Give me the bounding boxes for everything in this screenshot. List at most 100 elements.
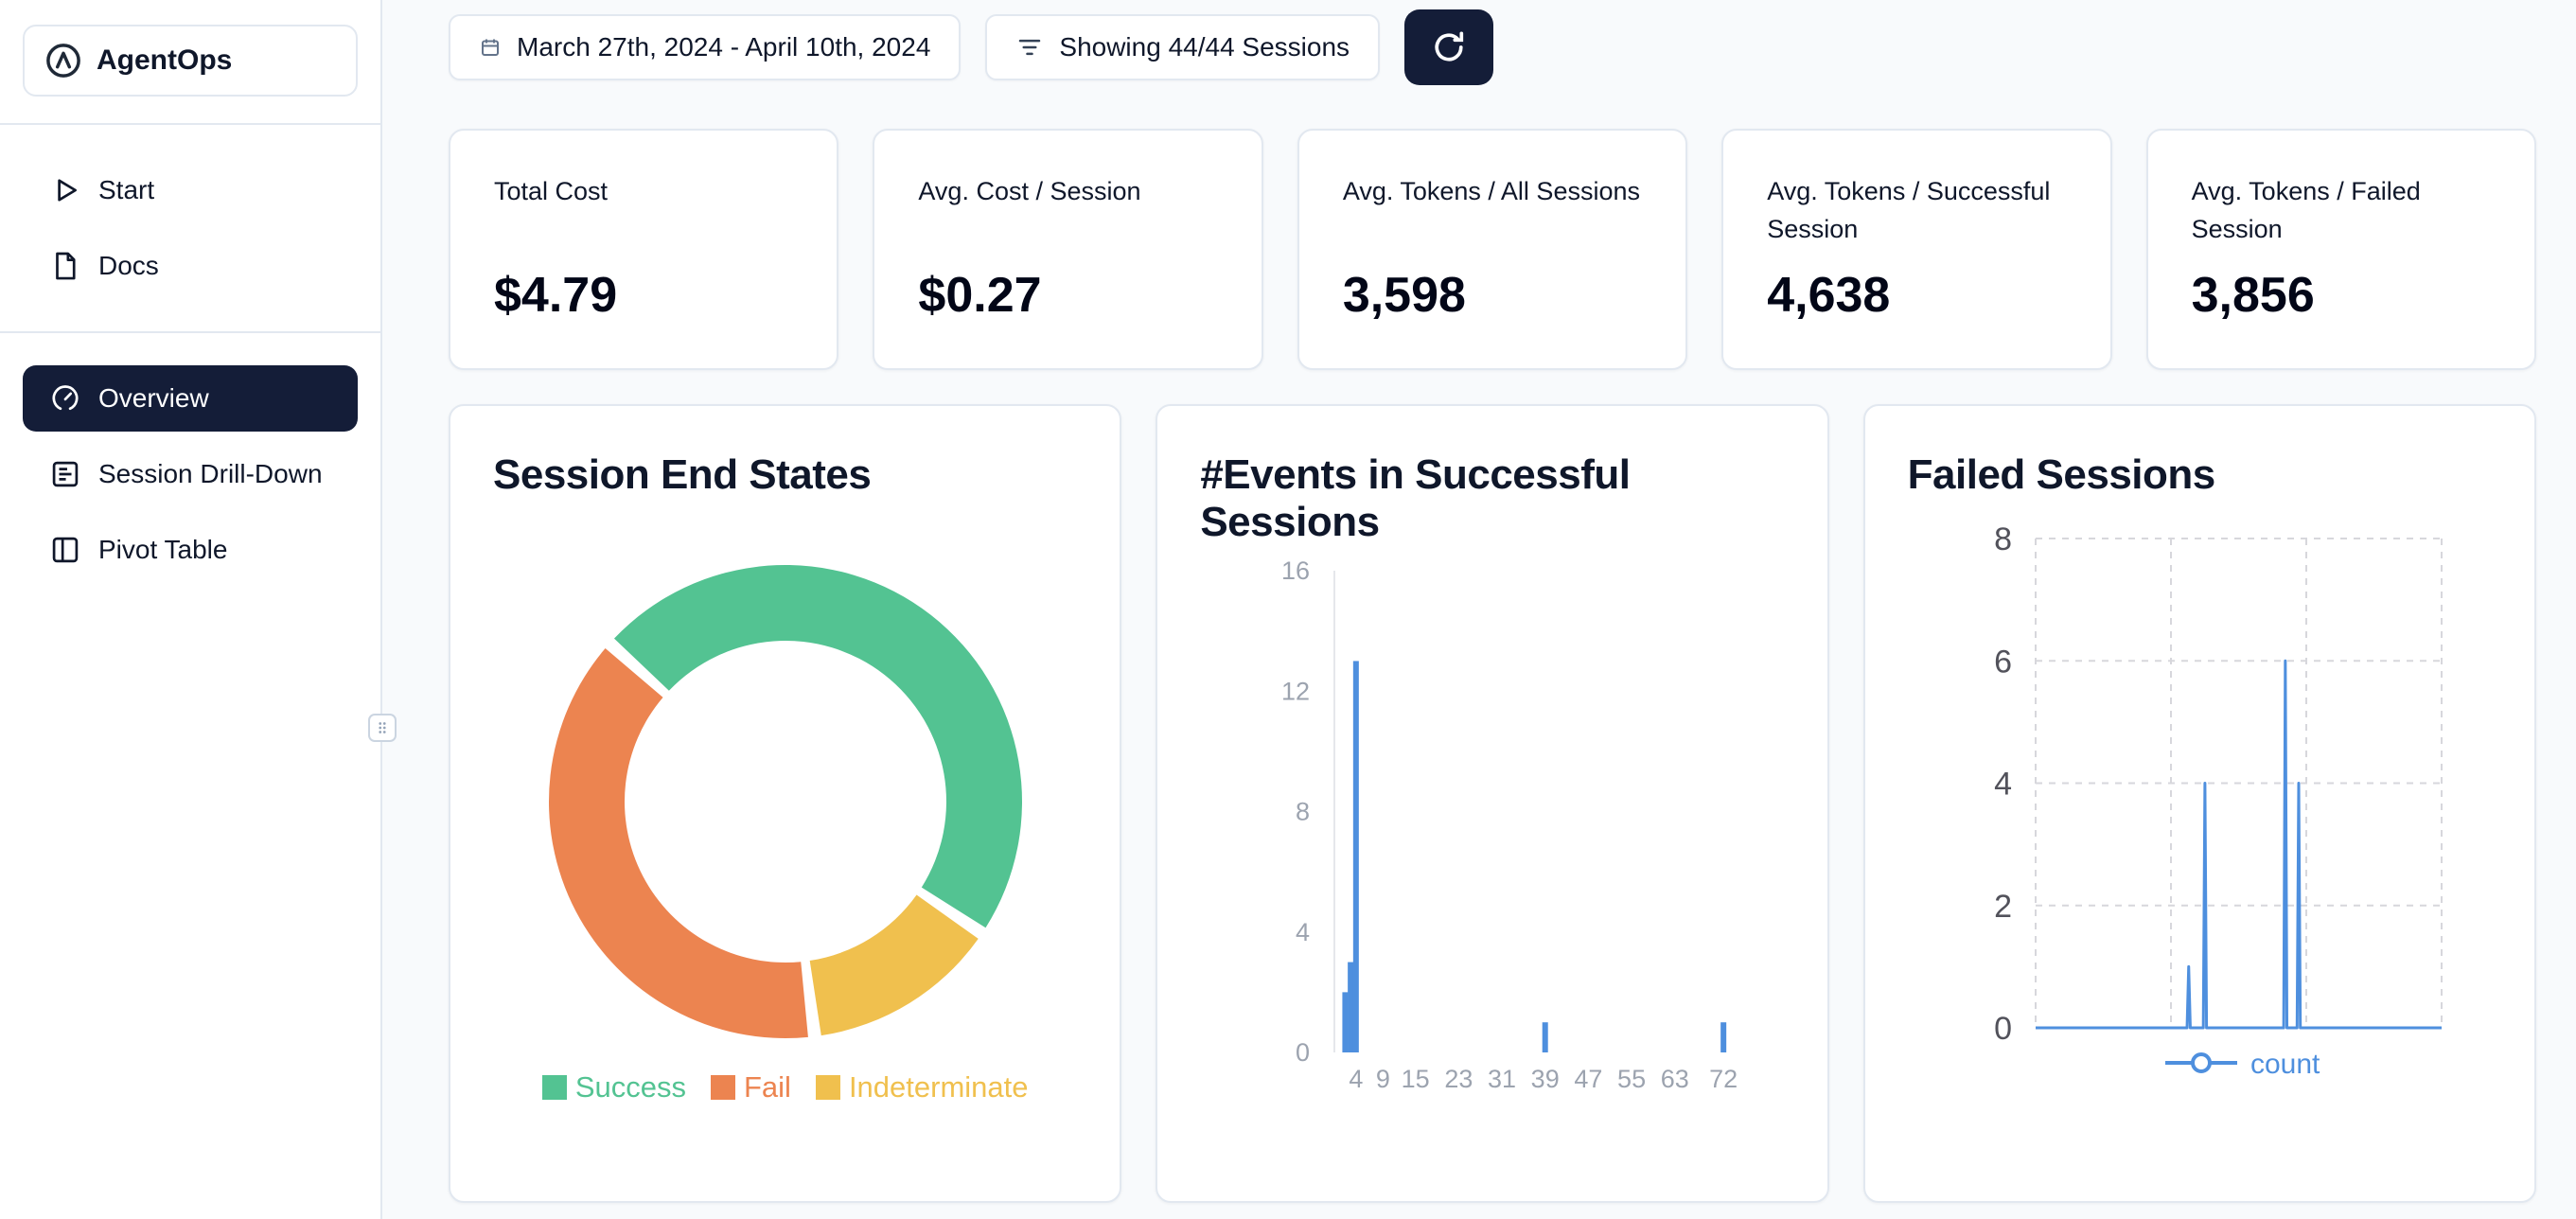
- x-tick-label: 23: [1445, 1065, 1473, 1093]
- legend-label: Success: [574, 1070, 686, 1104]
- calendar-icon: [479, 36, 502, 59]
- x-tick-label: 4: [1350, 1065, 1364, 1093]
- chart-title-events-histogram: #Events in Successful Sessions: [1200, 451, 1631, 546]
- stat-value: $4.79: [494, 268, 618, 323]
- chart-card-failed-sessions: Failed Sessions 0 2 4 6 8 count: [1862, 404, 2536, 1203]
- session-end-states-donut[interactable]: [539, 556, 1032, 1048]
- stat-card-total-cost: Total Cost $4.79: [449, 129, 839, 370]
- donut-slice-indeterminate[interactable]: [809, 894, 979, 1036]
- filter-icon: [1015, 33, 1044, 62]
- refresh-button[interactable]: [1404, 9, 1494, 85]
- sidebar-menu-main: Overview Session Drill-Down Pivot Table: [0, 360, 380, 589]
- play-icon: [49, 174, 81, 206]
- session-drilldown-icon: [49, 458, 81, 490]
- sessions-filter-button[interactable]: Showing 44/44 Sessions: [985, 14, 1381, 80]
- chart-card-session-end-states: Session End States Success Fail Indetermin…: [449, 404, 1122, 1203]
- legend-item-success[interactable]: Success: [541, 1070, 686, 1104]
- gauge-icon: [49, 382, 81, 415]
- drag-dots-icon: [379, 722, 386, 733]
- stat-card-avg-tokens-all-sessions: Avg. Tokens / All Sessions 3,598: [1297, 129, 1688, 370]
- stat-value: 3,856: [2191, 268, 2315, 323]
- bar[interactable]: [1353, 661, 1360, 1053]
- donut-chart-area: [493, 556, 1077, 1048]
- bar[interactable]: [1720, 1022, 1727, 1053]
- legend-label: count: [2250, 1049, 2320, 1080]
- y-tick-label: 2: [1994, 889, 2012, 925]
- stat-card-avg-tokens-failed-session: Avg. Tokens / Failed Session 3,856: [2145, 129, 2537, 370]
- legend-swatch: [541, 1075, 567, 1101]
- stat-card-avg-tokens-successful-session: Avg. Tokens / Successful Session 4,638: [1721, 129, 2112, 370]
- sidebar-item-pivot-table[interactable]: Pivot Table: [23, 517, 358, 583]
- legend-swatch: [710, 1075, 735, 1101]
- stat-label: Avg. Tokens / Successful Session: [1767, 177, 2051, 243]
- docs-icon: [49, 250, 81, 282]
- legend-label: Fail: [743, 1070, 791, 1104]
- sidebar-resize-handle[interactable]: [368, 714, 397, 742]
- sessions-filter-label: Showing 44/44 Sessions: [1059, 32, 1350, 62]
- grid-lines: [2034, 538, 2443, 1030]
- bars-group[interactable]: [1342, 661, 1727, 1053]
- pivot-table-icon: [49, 534, 81, 566]
- divider: [0, 331, 380, 333]
- y-tick-label: 0: [1296, 1038, 1310, 1067]
- date-range-label: March 27th, 2024 - April 10th, 2024: [517, 32, 931, 62]
- bar[interactable]: [1342, 992, 1349, 1053]
- chart-card-events-histogram: #Events in Successful Sessions 0 4 8 12 16 4 9…: [1156, 404, 1829, 1203]
- count-series-line[interactable]: [2035, 659, 2442, 1030]
- charts-row: Session End States Success Fail Indetermin…: [449, 404, 2536, 1203]
- y-tick-label: 12: [1281, 678, 1310, 706]
- stat-label: Avg. Tokens / All Sessions: [1342, 177, 1640, 205]
- stat-label: Avg. Cost / Session: [918, 177, 1141, 205]
- sidebar-item-label: Start: [98, 175, 155, 204]
- y-tick-label: 4: [1994, 767, 2012, 803]
- x-tick-label: 55: [1617, 1065, 1646, 1093]
- stats-row: Total Cost $4.79 Avg. Cost / Session $0.27 A…: [449, 129, 2537, 370]
- refresh-icon: [1429, 27, 1469, 67]
- x-tick-label: 31: [1488, 1065, 1516, 1093]
- bar[interactable]: [1348, 962, 1354, 1053]
- stat-label: Avg. Tokens / Failed Session: [2191, 177, 2421, 243]
- legend-item-indeterminate[interactable]: Indeterminate: [815, 1070, 1029, 1104]
- stat-value: $0.27: [918, 268, 1042, 323]
- app-title: AgentOps: [97, 44, 233, 76]
- donut-slice-fail[interactable]: [548, 648, 808, 1039]
- logo-box[interactable]: AgentOps: [23, 25, 358, 97]
- y-tick-label: 4: [1296, 918, 1310, 946]
- sidebar-item-start[interactable]: Start: [23, 157, 358, 223]
- divider: [0, 123, 380, 125]
- legend-swatch: [815, 1075, 840, 1101]
- failed-sessions-chart[interactable]: 0 2 4 6 8 count: [1908, 510, 2495, 1097]
- legend-item-fail[interactable]: Fail: [710, 1070, 791, 1104]
- stat-value: 3,598: [1342, 268, 1466, 323]
- sidebar: AgentOps Start Docs Overview Session Drill…: [0, 0, 382, 1219]
- x-tick-label: 72: [1709, 1065, 1738, 1093]
- sidebar-item-label: Overview: [98, 383, 209, 413]
- chart-title-session-end-states: Session End States: [493, 451, 872, 498]
- y-tick-label: 8: [1994, 521, 2012, 557]
- date-range-button[interactable]: March 27th, 2024 - April 10th, 2024: [449, 14, 962, 80]
- stat-label: Total Cost: [494, 177, 609, 205]
- x-tick-label: 9: [1376, 1065, 1390, 1093]
- sidebar-item-label: Pivot Table: [98, 535, 228, 564]
- sidebar-item-session-drill-down[interactable]: Session Drill-Down: [23, 441, 358, 507]
- x-tick-label: 47: [1575, 1065, 1603, 1093]
- y-tick-label: 0: [1994, 1011, 2012, 1047]
- sidebar-item-overview[interactable]: Overview: [23, 365, 358, 432]
- toolbar: March 27th, 2024 - April 10th, 2024 Show…: [449, 9, 2536, 86]
- donut-legend: Success Fail Indeterminate: [493, 1070, 1077, 1104]
- chart-title-failed-sessions: Failed Sessions: [1907, 451, 2216, 498]
- y-tick-label: 8: [1296, 798, 1310, 826]
- y-tick-label: 6: [1994, 644, 2012, 680]
- y-tick-label: 16: [1281, 557, 1310, 585]
- legend-count[interactable]: count: [2164, 1049, 2320, 1080]
- stat-card-avg-cost-session: Avg. Cost / Session $0.27: [873, 129, 1263, 370]
- sidebar-menu-top: Start Docs: [0, 151, 380, 305]
- donut-slice-success[interactable]: [613, 565, 1022, 928]
- legend-label: Indeterminate: [848, 1070, 1029, 1104]
- sidebar-item-docs[interactable]: Docs: [23, 233, 358, 299]
- main-content: March 27th, 2024 - April 10th, 2024 Show…: [382, 0, 2576, 1219]
- stat-value: 4,638: [1767, 268, 1891, 323]
- bar[interactable]: [1543, 1022, 1549, 1053]
